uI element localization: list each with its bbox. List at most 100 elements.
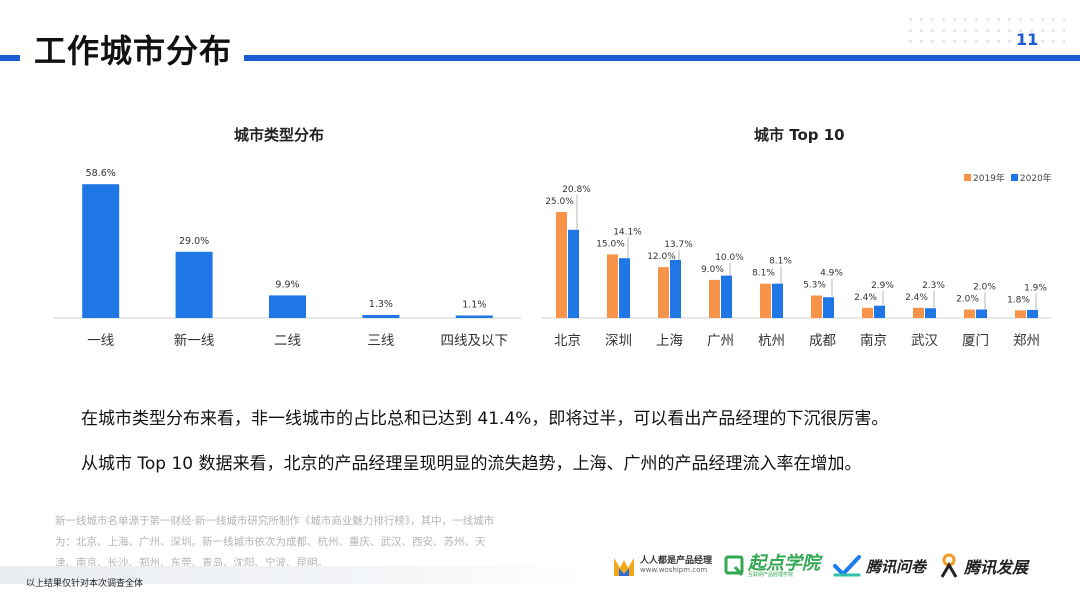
chart1-value-label-1: 29.0% <box>179 236 209 247</box>
logo-tencent-wenjuan: 腾讯问卷 <box>832 553 926 579</box>
chart2-bar-2019-0 <box>556 212 567 318</box>
chart1-bar-4 <box>455 315 493 318</box>
tencent-wenjuan-logo-text: 腾讯问卷 <box>866 557 927 576</box>
chart1-value-label-3: 1.3% <box>369 299 393 310</box>
chart1-tick-label-3: 三线 <box>367 333 394 349</box>
chart2-bar-2019-6 <box>862 307 873 318</box>
qidian-logo-sub: 互联网产品经理学院 <box>748 571 794 578</box>
chart1-bar-1 <box>175 251 213 318</box>
decorative-dot-grid <box>905 14 1065 48</box>
chart2-tick-label-4: 杭州 <box>758 333 785 349</box>
chart2-bar-2020-2 <box>670 259 681 318</box>
chart2-value-label-2020-2: 13.7% <box>664 240 693 250</box>
page-title: 工作城市分布 <box>34 32 233 70</box>
logo-woshipm: 人人都是产品经理 www.woshipm.com <box>612 554 712 578</box>
chart2-bar-2019-7 <box>913 307 924 318</box>
woshipm-logo-icon <box>614 558 634 576</box>
legend-swatch-2019 <box>964 174 971 181</box>
chart2-value-label-2020-0: 20.8% <box>562 185 591 195</box>
chart1-bar-0 <box>82 184 120 318</box>
chart2-bar-2019-2 <box>658 267 669 318</box>
chart2-tick-label-7: 武汉 <box>911 333 939 349</box>
chart2-value-label-2019-1: 15.0% <box>596 239 625 249</box>
chart1-bar-2 <box>269 295 306 318</box>
chart2-bar-2019-5 <box>811 295 822 318</box>
chart2-bar-2019-4 <box>760 283 771 318</box>
chart2-bar-2019-3 <box>709 279 720 318</box>
chart2-tick-label-1: 深圳 <box>605 333 632 349</box>
chart2-value-label-2019-8: 2.0% <box>956 295 979 305</box>
legend-label-2020: 2020年 <box>1019 174 1052 184</box>
qidian-logo-icon <box>724 555 744 576</box>
page-number: 11 <box>1016 30 1039 49</box>
chart2-tick-label-8: 厦门 <box>962 333 989 349</box>
chart1-tick-label-1: 新一线 <box>174 333 215 349</box>
source-note: 新一线城市名单源于第一财经·新一线城市研究所制作《城市商业魅力排行榜》，其中，一… <box>55 515 495 569</box>
chart2-value-label-2020-6: 2.9% <box>871 281 894 291</box>
title-accent-bar-right <box>244 55 1080 61</box>
qidian-logo-text: 起点学院 <box>748 552 821 574</box>
logos-row: 人人都是产品经理 www.woshipm.com 起点学院 互联网产品经理学院 … <box>612 553 1028 579</box>
chart2-value-label-2020-4: 8.1% <box>769 257 792 267</box>
chart1-value-label-2: 9.9% <box>275 279 299 290</box>
woshipm-logo-url: www.woshipm.com <box>640 566 708 575</box>
chart1-title: 城市类型分布 <box>234 126 325 144</box>
chart2-value-label-2020-8: 2.0% <box>973 283 996 293</box>
chart2-bar-2020-5 <box>823 297 834 318</box>
chart2-title: 城市 Top 10 <box>754 126 845 144</box>
tencent-wenjuan-logo-icon <box>833 555 862 577</box>
logo-tencent-fazhan: 腾讯发展 <box>938 553 1028 579</box>
chart2-bar-2020-7 <box>925 308 936 318</box>
chart2-value-label-2019-2: 12.0% <box>647 252 676 262</box>
logo-qidian: 起点学院 互联网产品经理学院 <box>724 552 821 578</box>
chart2-bar-2020-4 <box>772 283 783 318</box>
chart2-bar-2019-1 <box>607 254 618 318</box>
footnote-bar <box>0 566 585 584</box>
chart2-value-label-2020-3: 10.0% <box>715 253 744 263</box>
chart2-value-label-2020-9: 1.9% <box>1024 283 1047 293</box>
chart1-tick-label-2: 二线 <box>274 333 301 349</box>
legend-item-2020: 2020年 <box>1010 171 1052 184</box>
legend-item-2019: 2019年 <box>964 171 1005 184</box>
chart2-value-label-2019-6: 2.4% <box>854 293 877 303</box>
legend-label-2019: 2019年 <box>973 174 1005 184</box>
chart2-value-label-2019-5: 5.3% <box>803 281 826 291</box>
chart2-value-label-2019-3: 9.0% <box>701 265 724 275</box>
chart1-value-label-4: 1.1% <box>462 299 486 310</box>
chart2-bar-2020-0 <box>568 229 579 318</box>
chart2-tick-label-3: 广州 <box>707 333 734 349</box>
chart2-tick-label-2: 上海 <box>656 333 683 349</box>
tencent-fazhan-logo-text: 腾讯发展 <box>964 558 1029 577</box>
chart2-bar-2020-6 <box>874 305 885 318</box>
chart2-tick-label-0: 北京 <box>554 333 581 349</box>
chart2-tick-label-6: 南京 <box>860 333 887 349</box>
chart2-legend: 2019年 2020年 <box>964 171 1052 184</box>
tencent-fazhan-logo-icon <box>940 553 958 578</box>
description-line-1: 在城市类型分布来看，非一线城市的占比总和已达到 41.4%，即将过半，可以看出产… <box>81 409 889 429</box>
woshipm-logo-text: 人人都是产品经理 <box>640 556 713 567</box>
chart2-value-label-2020-1: 14.1% <box>613 227 642 237</box>
legend-swatch-2020 <box>1010 174 1018 181</box>
title-accent-bar-left <box>0 55 20 61</box>
chart2-value-label-2019-0: 25.0% <box>545 197 574 207</box>
chart2-value-label-2019-4: 8.1% <box>752 269 775 279</box>
chart2-value-label-2020-5: 4.9% <box>820 269 843 279</box>
chart2-bar-2020-9 <box>1027 309 1038 318</box>
description-line-2: 从城市 Top 10 数据来看，北京的产品经理呈现明显的流失趋势，上海、广州的产… <box>81 454 862 474</box>
chart2-value-label-2020-7: 2.3% <box>922 281 945 291</box>
chart2-value-label-2019-9: 1.8% <box>1007 295 1030 305</box>
chart1-tick-label-0: 一线 <box>87 333 114 349</box>
chart2-bar-2019-8 <box>964 309 975 318</box>
chart2-tick-label-9: 郑州 <box>1013 333 1040 349</box>
chart2-bar-2019-9 <box>1015 310 1026 318</box>
footnote: 以上结果仅针对本次调查全体 <box>26 579 144 589</box>
chart1-value-label-0: 58.6% <box>86 168 116 179</box>
chart2-bar-2020-3 <box>721 275 732 318</box>
chart2-bar-2020-8 <box>976 309 987 318</box>
chart1-tick-label-4: 四线及以下 <box>441 333 509 349</box>
chart2-value-label-2019-7: 2.4% <box>905 293 928 303</box>
chart2-bar-2020-1 <box>619 258 630 318</box>
chart2-tick-label-5: 成都 <box>809 333 836 349</box>
chart1-bar-3 <box>362 315 400 318</box>
